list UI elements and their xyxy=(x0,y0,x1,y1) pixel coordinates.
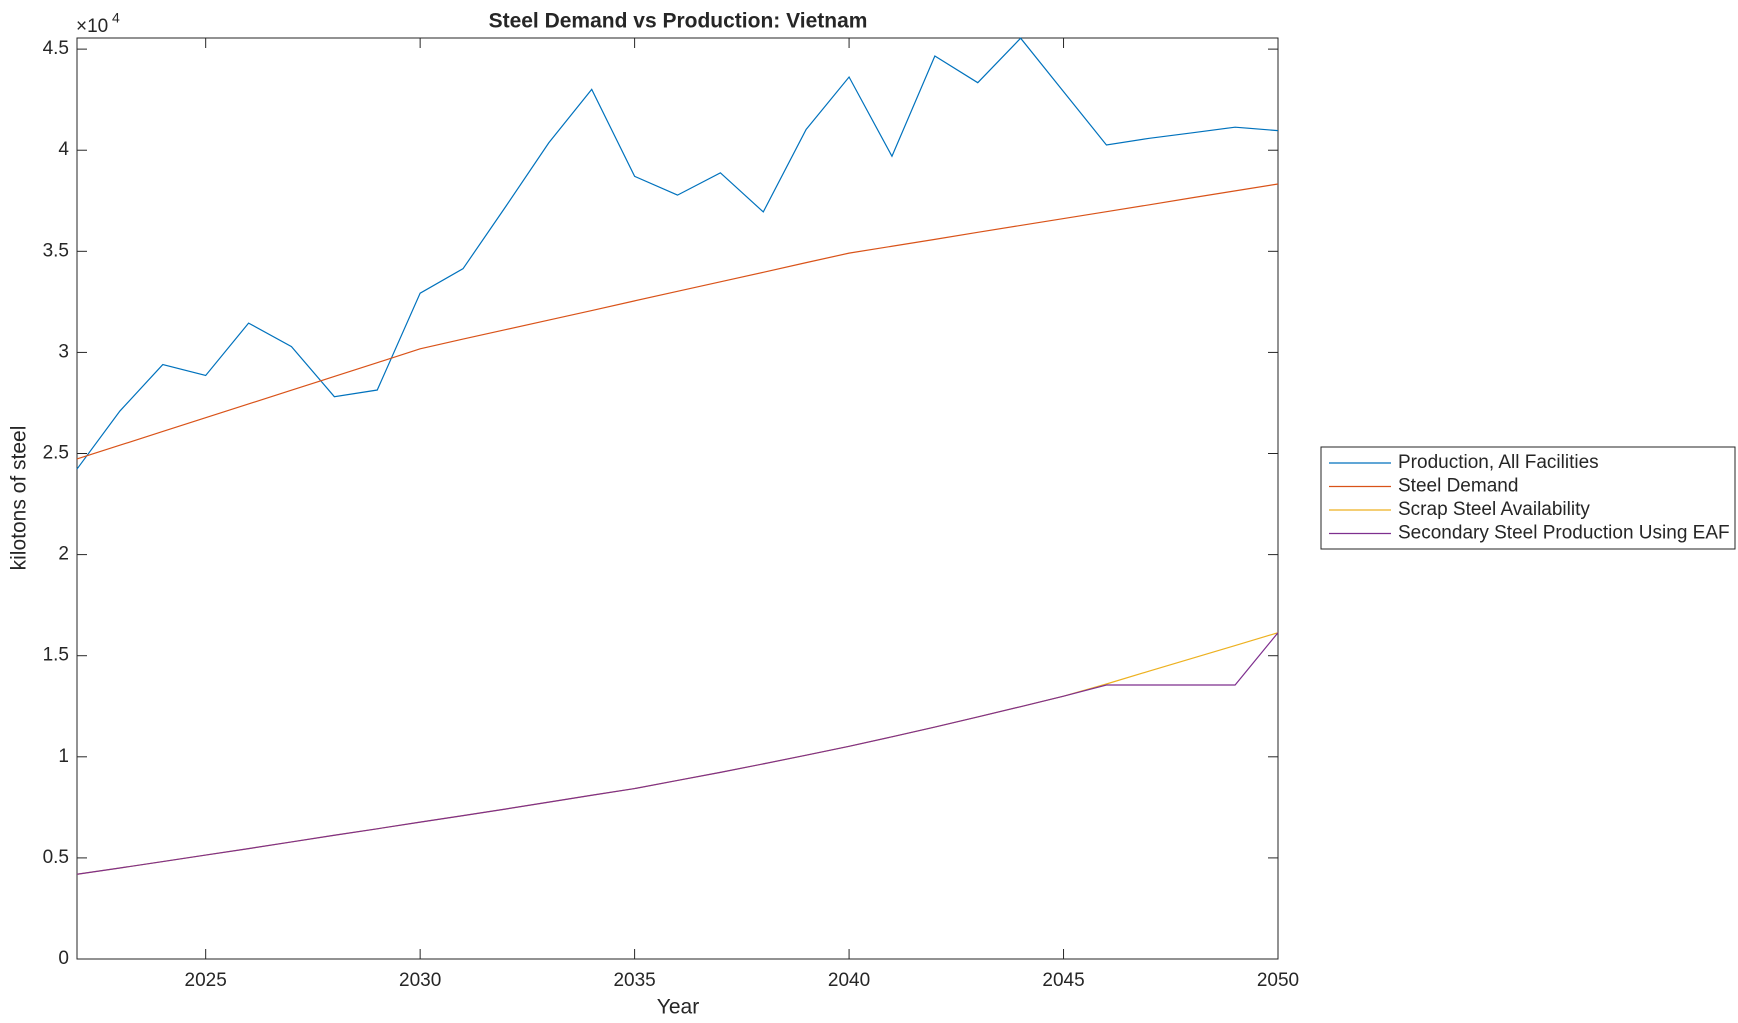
y-exponent-power: 4 xyxy=(112,10,120,26)
legend-label: Scrap Steel Availability xyxy=(1398,499,1590,520)
y-axis-label: kilotons of steel xyxy=(8,426,31,571)
chart-title: Steel Demand vs Production: Vietnam xyxy=(489,10,868,33)
x-tick-label: 2050 xyxy=(1257,970,1299,991)
x-axis-label: Year xyxy=(657,996,699,1019)
y-tick-label: 2 xyxy=(58,544,69,565)
x-tick-label: 2035 xyxy=(613,970,655,991)
y-tick-label: 3.5 xyxy=(43,240,69,261)
series-line xyxy=(76,183,1279,460)
legend-label: Secondary Steel Production Using EAF xyxy=(1398,523,1730,544)
series-line xyxy=(76,37,1279,470)
x-tick-label: 2040 xyxy=(828,970,870,991)
legend-label: Steel Demand xyxy=(1398,476,1518,497)
legend-box xyxy=(1320,446,1736,550)
y-tick-label: 4.5 xyxy=(43,38,69,59)
y-tick-label: 4 xyxy=(58,139,69,160)
y-exponent: ×10 xyxy=(76,16,108,37)
y-tick-label: 3 xyxy=(58,341,69,362)
x-tick-label: 2030 xyxy=(399,970,441,991)
x-tick-label: 2025 xyxy=(185,970,227,991)
legend-label: Production, All Facilities xyxy=(1398,452,1599,473)
y-tick-label: 0.5 xyxy=(43,847,69,868)
y-tick-label: 0 xyxy=(58,948,69,969)
y-tick-label: 2.5 xyxy=(43,443,69,464)
x-tick-label: 2045 xyxy=(1042,970,1084,991)
y-tick-label: 1 xyxy=(58,746,69,767)
plot-area xyxy=(76,37,1279,960)
y-tick-label: 1.5 xyxy=(43,645,69,666)
series-line xyxy=(76,632,1279,875)
